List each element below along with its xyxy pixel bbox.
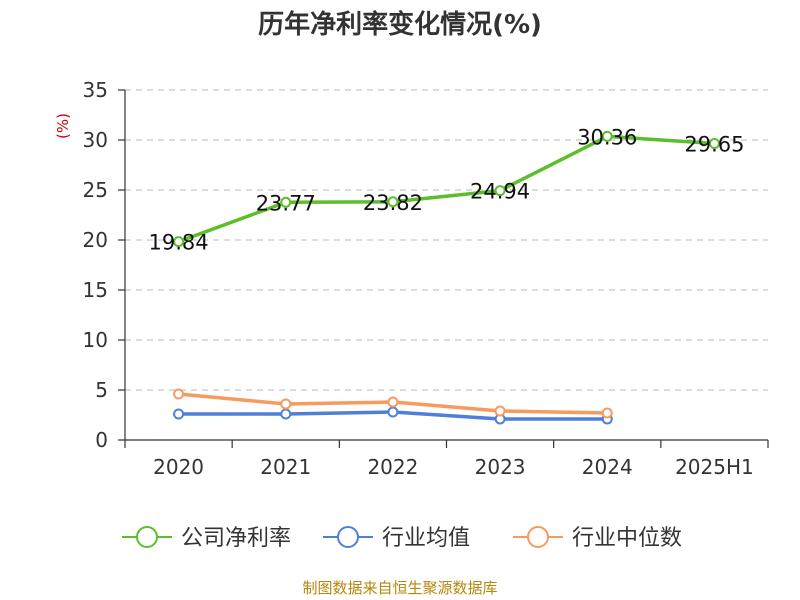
data-label: 19.84 xyxy=(149,231,209,255)
y-tick-label: 0 xyxy=(95,428,108,452)
data-point xyxy=(280,408,292,420)
data-point xyxy=(280,398,292,410)
axes: 0 5 10 15 20 25 30 35 2020 2021 2022 2023 2024 2025H1 xyxy=(83,78,769,479)
y-tick-label: 10 xyxy=(83,328,108,352)
legend-label: 公司净利率 xyxy=(181,526,291,551)
y-tick-label: 35 xyxy=(83,78,108,102)
legend-label: 行业均值 xyxy=(382,526,470,551)
grid-lines xyxy=(125,89,768,391)
data-point xyxy=(494,405,506,417)
series-line xyxy=(176,134,717,244)
y-tick-label: 30 xyxy=(83,128,108,152)
data-label: 23.82 xyxy=(363,191,423,215)
x-tick-label: 2024 xyxy=(582,455,633,479)
data-label: 23.77 xyxy=(256,191,316,215)
x-tick-label: 2025H1 xyxy=(675,455,754,479)
data-point xyxy=(280,196,292,208)
series xyxy=(173,130,720,425)
legend-marker xyxy=(527,526,549,548)
data-label: 30.36 xyxy=(577,125,637,149)
y-tick-label: 15 xyxy=(83,278,108,302)
legend-marker xyxy=(136,526,158,548)
legend-label: 行业中位数 xyxy=(572,526,682,551)
x-tick-label: 2021 xyxy=(260,455,311,479)
legend: 公司净利率 行业均值 行业中位数 xyxy=(122,526,682,551)
data-point xyxy=(173,236,185,248)
x-tick-label: 2020 xyxy=(153,455,204,479)
data-point xyxy=(708,138,720,149)
data-labels: 19.84 23.77 23.82 24.94 30.36 29.65 xyxy=(149,125,745,254)
data-label: 24.94 xyxy=(470,180,530,204)
y-tick-label: 5 xyxy=(95,378,108,402)
y-tick-label: 20 xyxy=(83,228,108,252)
chart-title: 历年净利率变化情况(%) xyxy=(258,9,542,40)
data-label: 29.65 xyxy=(684,133,744,157)
x-tick-label: 2022 xyxy=(367,455,418,479)
source-note: 制图数据来自恒生聚源数据库 xyxy=(302,579,497,597)
y-tick-label: 25 xyxy=(83,178,108,202)
y-axis-unit: (%) xyxy=(54,113,72,139)
data-point xyxy=(387,196,399,208)
x-tick-label: 2023 xyxy=(475,455,526,479)
data-point xyxy=(601,407,613,419)
data-point xyxy=(601,130,613,142)
data-point xyxy=(387,406,399,418)
legend-marker xyxy=(337,526,359,548)
data-point xyxy=(173,408,185,420)
data-point xyxy=(387,396,399,408)
data-point xyxy=(173,388,185,400)
data-point xyxy=(494,185,506,197)
